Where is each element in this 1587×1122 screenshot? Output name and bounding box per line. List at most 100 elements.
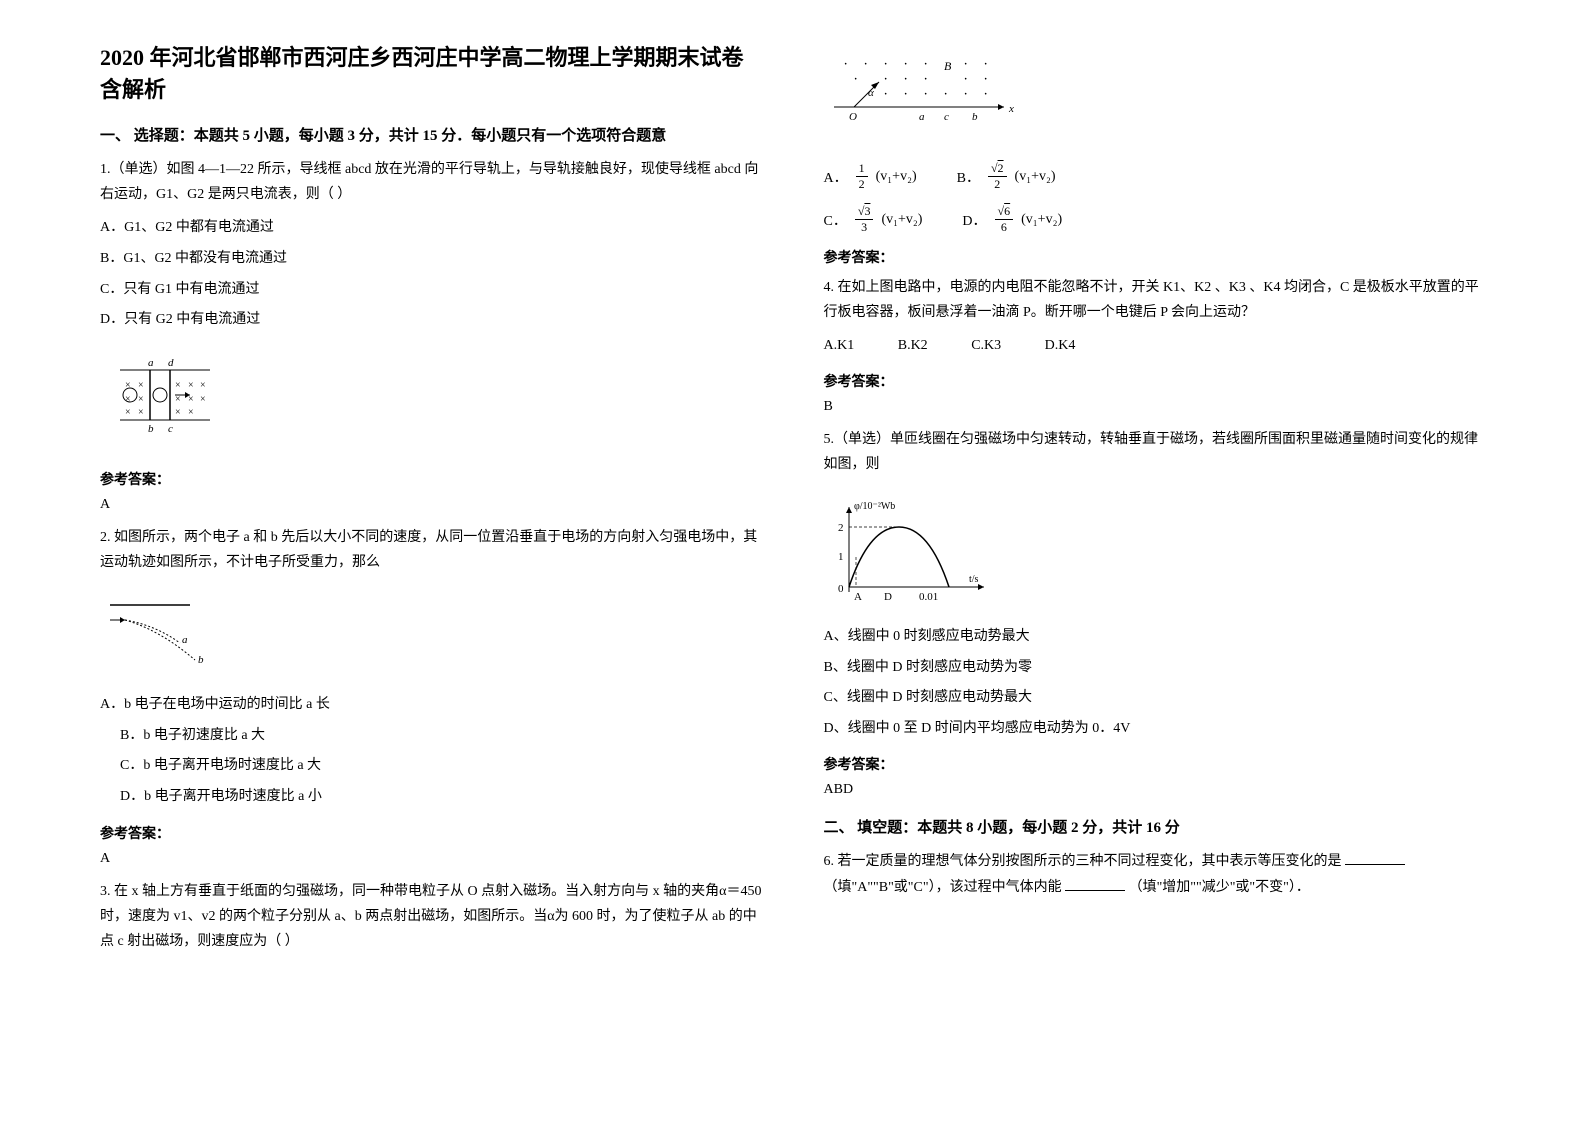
svg-text:×: × <box>138 394 144 405</box>
q3-label-d: D． <box>962 210 986 230</box>
svg-text:·: · <box>904 89 907 100</box>
svg-text:·: · <box>904 59 907 70</box>
q5-stem: 5.（单选）单匝线圈在匀强磁场中匀速转动，转轴垂直于磁场，若线圈所围面积里磁通量… <box>824 427 1488 477</box>
q3-label-c: C． <box>824 210 847 230</box>
q1-answer: A <box>100 497 764 513</box>
q1-option-b: B．G1、G2 中都没有电流通过 <box>100 246 764 273</box>
svg-text:d: d <box>168 357 174 369</box>
section2-heading: 二、 填空题：本题共 8 小题，每小题 2 分，共计 16 分 <box>824 816 1488 837</box>
svg-text:×: × <box>175 380 181 391</box>
fig5-x-label: t/s <box>969 574 979 585</box>
q4-option-b: B.K2 <box>898 338 928 353</box>
q2-answer-label: 参考答案： <box>100 823 764 843</box>
q5-option-d: D、线圈中 0 至 D 时间内平均感应电动势为 0．4V <box>824 716 1488 743</box>
page-title: 2020 年河北省邯郸市西河庄乡西河庄中学高二物理上学期期末试卷含解析 <box>100 40 764 104</box>
q6-blank2 <box>1065 890 1125 891</box>
q1-option-d: D．只有 G2 中有电流通过 <box>100 307 764 334</box>
right-column: ······· ······ ······ B α O a c b x A． 1… <box>824 40 1488 962</box>
q4-answer-label: 参考答案： <box>824 371 1488 391</box>
svg-text:×: × <box>138 380 144 391</box>
q1-stem: 1.（单选）如图 4—1—22 所示，导线框 abcd 放在光滑的平行导轨上，与… <box>100 157 764 207</box>
q4-option-c: C.K3 <box>971 338 1001 353</box>
q3-option-a: A． 12 (v₁+v₂) <box>824 161 917 192</box>
q3-option-d: D． √66 (v₁+v₂) <box>962 204 1062 235</box>
fig3-alpha-label: α <box>868 87 874 99</box>
fig5-y-label: φ/10⁻²Wb <box>854 501 895 512</box>
fig5-two: 2 <box>838 522 844 534</box>
q6-blank1 <box>1345 864 1405 865</box>
svg-text:×: × <box>125 407 131 418</box>
q3-option-b: B． √22 (v₁+v₂) <box>957 161 1056 192</box>
q3-formula-row-1: A． 12 (v₁+v₂) B． √22 (v₁+v₂) <box>824 161 1488 192</box>
svg-text:·: · <box>944 89 947 100</box>
q1-figure: ×× ××× ×× ××× ×× ×× a d b c <box>100 350 230 440</box>
q3-label-a: A． <box>824 167 848 187</box>
q5-answer-label: 参考答案： <box>824 754 1488 774</box>
svg-text:·: · <box>864 59 867 70</box>
svg-text:a: a <box>182 634 188 646</box>
fig5-val: 0.01 <box>919 591 938 603</box>
q6-part2: （填"A""B"或"C"），该过程中气体内能 <box>824 880 1062 895</box>
fig3-a-label: a <box>919 111 925 123</box>
q3-figure: ······· ······ ······ B α O a c b x <box>824 52 1024 132</box>
svg-text:×: × <box>188 380 194 391</box>
svg-text:×: × <box>175 407 181 418</box>
svg-text:×: × <box>188 407 194 418</box>
svg-text:·: · <box>964 59 967 70</box>
q2-option-d: D．b 电子离开电场时速度比 a 小 <box>100 784 764 811</box>
q6-part1: 6. 若一定质量的理想气体分别按图所示的三种不同过程变化，其中表示等压变化的是 <box>824 854 1342 869</box>
svg-text:·: · <box>924 89 927 100</box>
q3-option-c: C． √33 (v₁+v₂) <box>824 204 923 235</box>
q3-label-b: B． <box>957 167 980 187</box>
q2-answer: A <box>100 851 764 867</box>
svg-text:·: · <box>884 59 887 70</box>
fig3-c-label: c <box>944 111 949 123</box>
svg-text:·: · <box>884 89 887 100</box>
fig3-B-label: B <box>944 59 952 73</box>
q5-option-c: C、线圈中 D 时刻感应电动势最大 <box>824 685 1488 712</box>
fig5-D: D <box>884 591 892 603</box>
q4-stem: 4. 在如上图电路中，电源的内电阻不能忽略不计，开关 K1、K2 、K3 、K4… <box>824 275 1488 325</box>
q6-part3: （填"增加""减少"或"不变"）． <box>1129 880 1310 895</box>
svg-text:·: · <box>964 89 967 100</box>
q5-option-b: B、线圈中 D 时刻感应电动势为零 <box>824 655 1488 682</box>
q3-answer-label: 参考答案： <box>824 247 1488 267</box>
svg-text:·: · <box>924 74 927 85</box>
svg-text:b: b <box>148 423 154 435</box>
svg-text:×: × <box>200 394 206 405</box>
svg-text:·: · <box>964 74 967 85</box>
q5-option-a: A、线圈中 0 时刻感应电动势最大 <box>824 624 1488 651</box>
svg-text:c: c <box>168 423 173 435</box>
q4-option-a: A.K1 <box>824 338 855 353</box>
q2-option-a: A．b 电子在电场中运动的时间比 a 长 <box>100 692 764 719</box>
q4-answer: B <box>824 399 1488 415</box>
svg-text:×: × <box>138 407 144 418</box>
fig5-A: A <box>854 591 862 603</box>
svg-text:·: · <box>884 74 887 85</box>
q4-option-d: D.K4 <box>1045 338 1076 353</box>
svg-text:·: · <box>904 74 907 85</box>
q5-answer: ABD <box>824 782 1488 798</box>
svg-text:×: × <box>175 394 181 405</box>
svg-text:·: · <box>984 89 987 100</box>
q4-options-row: A.K1 B.K2 C.K3 D.K4 <box>824 333 1488 358</box>
svg-text:·: · <box>854 74 857 85</box>
svg-text:·: · <box>984 59 987 70</box>
fig3-b-label: b <box>972 111 978 123</box>
svg-text:b: b <box>198 654 204 666</box>
q3-stem: 3. 在 x 轴上方有垂直于纸面的匀强磁场，同一种带电粒子从 O 点射入磁场。当… <box>100 879 764 955</box>
q2-option-b: B．b 电子初速度比 a 大 <box>100 723 764 750</box>
svg-text:×: × <box>125 380 131 391</box>
svg-text:×: × <box>200 380 206 391</box>
q5-figure: φ/10⁻²Wb 2 1 0 A D 0.01 t/s <box>824 497 994 607</box>
q1-option-a: A．G1、G2 中都有电流通过 <box>100 215 764 242</box>
q6-stem: 6. 若一定质量的理想气体分别按图所示的三种不同过程变化，其中表示等压变化的是 … <box>824 849 1488 899</box>
q2-option-c: C．b 电子离开电场时速度比 a 大 <box>100 753 764 780</box>
svg-text:·: · <box>924 59 927 70</box>
svg-text:·: · <box>984 74 987 85</box>
q1-option-c: C．只有 G1 中有电流通过 <box>100 277 764 304</box>
fig5-zero: 0 <box>838 583 844 595</box>
fig5-one: 1 <box>838 551 844 563</box>
fig3-O-label: O <box>849 111 857 123</box>
q3-formula-row-2: C． √33 (v₁+v₂) D． √66 (v₁+v₂) <box>824 204 1488 235</box>
